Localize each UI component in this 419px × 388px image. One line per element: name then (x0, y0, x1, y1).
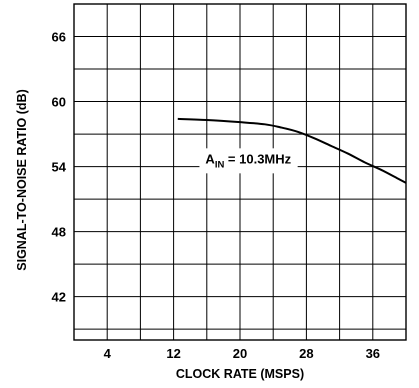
annotation-subscript: IN (215, 159, 225, 170)
y-tick-label: 60 (52, 95, 66, 110)
x-tick-label: 36 (366, 346, 380, 361)
annotation-background (199, 148, 298, 174)
x-tick-label: 28 (299, 346, 313, 361)
y-tick-label: 54 (52, 160, 67, 175)
x-tick-label: 4 (104, 346, 112, 361)
y-tick-label: 42 (52, 290, 66, 305)
plot-frame (73, 3, 407, 341)
y-axis-label: SIGNAL-TO-NOISE RATIO (dB) (15, 89, 29, 270)
x-tick-labels: 4 12 20 28 36 (104, 346, 380, 361)
x-tick-label: 20 (233, 346, 247, 361)
y-tick-label: 48 (52, 225, 66, 240)
annotation-main: A (205, 151, 215, 166)
annotation-ain: AIN = 10.3MHz (205, 151, 291, 170)
snr-curve (177, 117, 407, 184)
annotation-rest: = 10.3MHz (224, 151, 291, 166)
x-tick-label: 12 (166, 346, 180, 361)
x-axis-label: CLOCK RATE (MSPS) (176, 367, 304, 381)
y-tick-label: 66 (52, 30, 66, 45)
y-tick-labels: 42 48 54 60 66 (52, 30, 67, 305)
